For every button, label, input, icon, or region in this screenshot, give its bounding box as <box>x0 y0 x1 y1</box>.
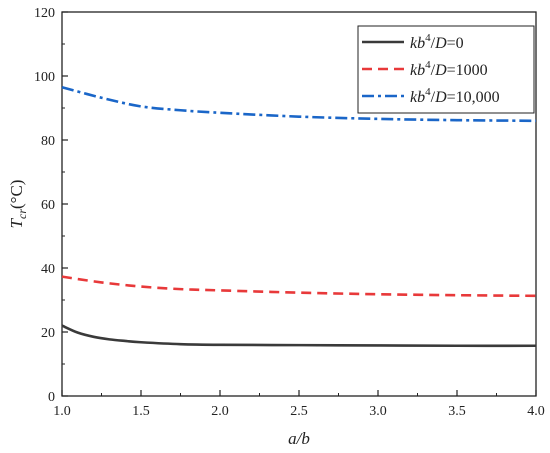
y-axis-ticks: 0 20 40 60 80 100 120 <box>34 6 68 405</box>
y-tick-label: 20 <box>41 326 55 341</box>
y-tick-label: 60 <box>41 198 55 213</box>
x-tick-label: 4.0 <box>527 404 545 419</box>
x-tick-label: 2.5 <box>290 404 308 419</box>
y-tick-label: 80 <box>41 134 55 149</box>
legend-entries: kb4/D=0 kb4/D=1000 kb4/D=10,000 <box>362 32 500 106</box>
x-tick-label: 3.5 <box>448 404 466 419</box>
series-line-1 <box>61 324 537 348</box>
series-line-3 <box>61 85 537 123</box>
y-tick-label: 100 <box>34 70 55 85</box>
y-tick-label: 0 <box>48 390 55 405</box>
y-tick-label: 40 <box>41 262 55 277</box>
y-axis-title-unit: (°C) <box>7 180 26 209</box>
x-tick-label: 2.0 <box>211 404 229 419</box>
plot-area: 1.0 1.5 2.0 2.5 3.0 3.5 4.0 0 20 40 60 80 100 120 <box>34 6 545 419</box>
x-tick-label: 1.0 <box>53 404 71 419</box>
legend: kb4/D=0 kb4/D=1000 kb4/D=10,000 <box>357 25 535 114</box>
y-axis-title-sub: cr <box>15 209 29 219</box>
y-tick-label: 120 <box>34 6 55 21</box>
legend-label-1: kb4/D=0 <box>410 32 464 52</box>
x-tick-label: 1.5 <box>132 404 150 419</box>
x-axis-ticks: 1.0 1.5 2.0 2.5 3.0 3.5 4.0 <box>53 390 545 419</box>
y-axis-title-main: T <box>7 217 26 228</box>
y-axis-title: Tcr(°C) <box>7 180 29 229</box>
x-tick-label: 3.0 <box>369 404 387 419</box>
series-layer <box>61 85 537 348</box>
series-line-2 <box>61 275 537 298</box>
x-axis-title: a/b <box>288 429 310 448</box>
legend-label-3: kb4/D=10,000 <box>410 86 500 106</box>
legend-label-2: kb4/D=1000 <box>410 59 488 79</box>
